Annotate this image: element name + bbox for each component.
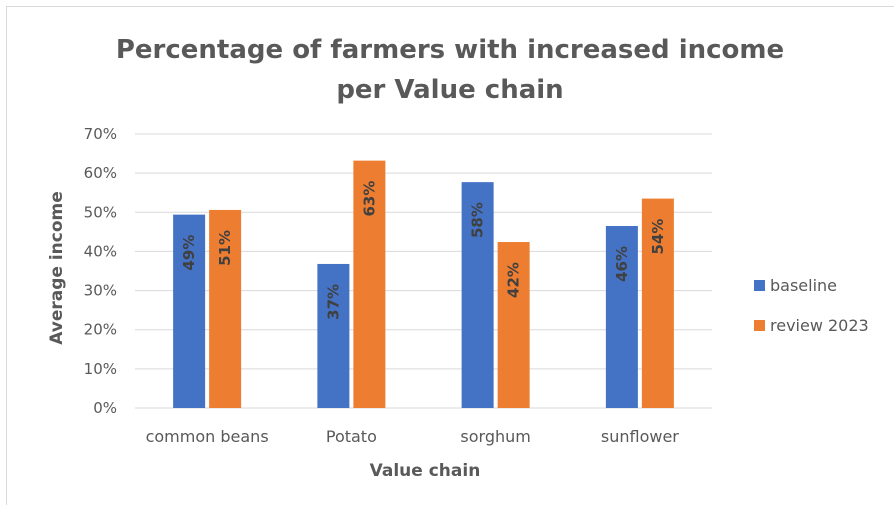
data-label: 46% <box>613 246 631 282</box>
y-axis-label: Average income <box>47 191 67 345</box>
chart-title: Percentage of farmers with increased inc… <box>116 35 784 105</box>
y-axis-ticks: 0% 10% 20% 30% 40% 50% 60% 70% <box>84 125 117 417</box>
bar-baseline-Potato <box>317 263 350 408</box>
data-label: 58% <box>469 202 487 238</box>
y-tick-label: 0% <box>93 399 117 417</box>
data-label: 54% <box>649 219 667 255</box>
data-label: 37% <box>324 284 342 320</box>
legend-swatch <box>754 280 765 291</box>
data-label: 63% <box>360 181 378 217</box>
bar-baseline-common-beans <box>173 214 206 408</box>
y-tick-label: 30% <box>84 282 117 300</box>
chart-frame <box>6 6 894 505</box>
y-tick-label: 20% <box>84 321 117 339</box>
bar-review-2023-common-beans <box>209 209 242 408</box>
x-category-label: common beans <box>146 427 269 446</box>
chart-title-line-1: Percentage of farmers with increased inc… <box>116 35 784 65</box>
bars <box>173 160 674 408</box>
data-label: 49% <box>180 235 198 271</box>
y-tick-label: 40% <box>84 242 117 260</box>
data-label: 42% <box>505 262 523 298</box>
data-labels: 49% 51% 37% 63% 58% 42% 46% 54% <box>180 181 667 320</box>
bar-baseline-sunflower <box>605 225 638 408</box>
x-category-label: sunflower <box>601 427 679 446</box>
data-label: 51% <box>216 230 234 266</box>
legend: baseline review 2023 <box>754 276 869 335</box>
bar-review-2023-sorghum <box>497 242 530 408</box>
x-category-label: sorghum <box>460 427 530 446</box>
legend-swatch <box>754 320 765 331</box>
x-axis-categories: common beans Potato sorghum sunflower <box>146 427 680 446</box>
x-axis-label: Value chain <box>370 461 481 481</box>
x-category-label: Potato <box>326 427 377 446</box>
legend-label: baseline <box>770 276 837 295</box>
y-tick-label: 50% <box>84 203 117 221</box>
legend-label: review 2023 <box>770 316 869 335</box>
bar-review-2023-sunflower <box>641 198 674 408</box>
y-tick-label: 60% <box>84 164 117 182</box>
bar-review-2023-Potato <box>353 160 386 408</box>
y-tick-label: 70% <box>84 125 117 143</box>
bar-baseline-sorghum <box>461 182 494 408</box>
y-tick-label: 10% <box>84 360 117 378</box>
chart-title-line-2: per Value chain <box>336 75 563 105</box>
